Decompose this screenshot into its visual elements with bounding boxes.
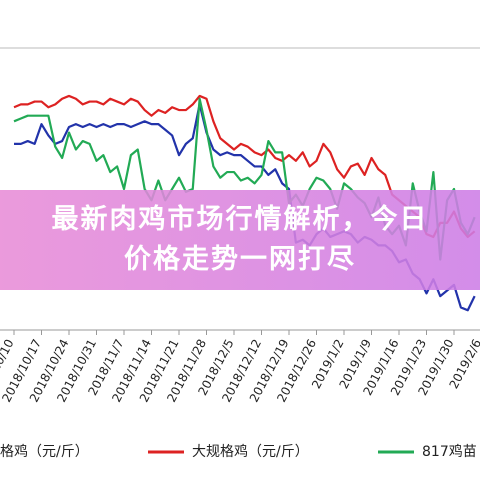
legend-label: 817鸡苗: [422, 443, 477, 460]
legend-label: 大规格鸡（元/斤）: [192, 443, 309, 460]
banner-band: [0, 190, 480, 290]
banner-title: 最新肉鸡市场行情解析，今日价格走势一网打尽: [51, 204, 429, 275]
legend-label: 格鸡（元/斤）: [0, 443, 89, 460]
